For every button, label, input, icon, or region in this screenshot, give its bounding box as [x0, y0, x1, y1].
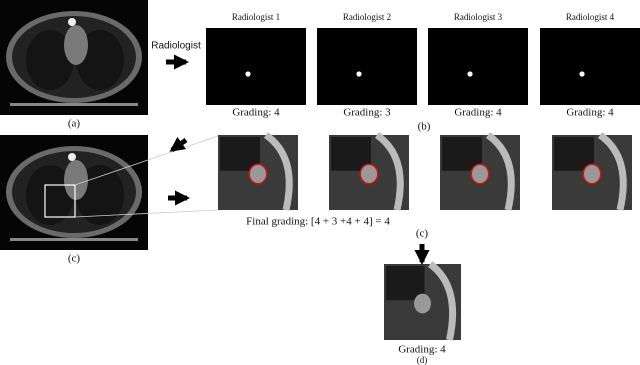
zoom-line [74, 135, 219, 186]
ct-table [10, 238, 138, 241]
grading: Grading: 4 [454, 107, 502, 119]
panel-label: (b) [418, 121, 431, 133]
arrow [169, 136, 188, 153]
ct-lung [26, 30, 74, 90]
ct-images [0, 0, 461, 341]
grading: Grading: 4 [566, 107, 614, 119]
radiologists: Radiologist 1 Grading: 4 Radiologist 2 Grad… [206, 12, 640, 211]
panel-label: (a) [68, 118, 81, 130]
zoom-rib [374, 132, 404, 211]
ct-spine [68, 18, 76, 26]
nodule [359, 163, 379, 185]
mask-image [206, 28, 306, 105]
ct-lung [26, 165, 74, 225]
mask-nodule [245, 71, 251, 77]
nodule [248, 163, 268, 185]
mask-image [540, 28, 640, 105]
mask-image [428, 28, 528, 105]
zoom-lung [386, 266, 425, 301]
mask-image [317, 28, 417, 105]
mask-nodule [467, 71, 473, 77]
radiologist-name: Radiologist 2 [343, 12, 391, 22]
grading: Grading: 4 [232, 107, 280, 119]
panel-label: (d) [417, 355, 428, 365]
grading: Grading: 3 [343, 107, 391, 119]
radiologist-name: Radiologist 1 [232, 12, 280, 22]
mask-nodule [579, 71, 585, 77]
nodule [582, 163, 602, 185]
nodule [470, 163, 490, 185]
ct-mediastinum [64, 160, 88, 200]
ct-mediastinum [64, 25, 88, 65]
final-grading: Final grading: [4 + 3 +4 + 4] = 4 [246, 216, 390, 228]
zoom-box [44, 184, 76, 218]
zoom-rib [597, 132, 627, 211]
zoom-rib [427, 261, 457, 341]
radiologist-name: Radiologist 4 [566, 12, 615, 22]
grading: Grading: 4 [398, 344, 446, 356]
ct-spine [68, 153, 76, 161]
mask-nodule [356, 71, 362, 77]
zoom-rib [263, 132, 293, 211]
panel-label: (c) [68, 253, 81, 265]
arrow-label: Radiologist [151, 41, 201, 52]
radiologist-name: Radiologist 3 [454, 12, 503, 22]
ct-table [10, 103, 138, 106]
panel-label: (c) [416, 228, 429, 240]
zoom-line [74, 209, 219, 218]
zoom-rib [485, 132, 515, 211]
nodule [414, 293, 431, 314]
